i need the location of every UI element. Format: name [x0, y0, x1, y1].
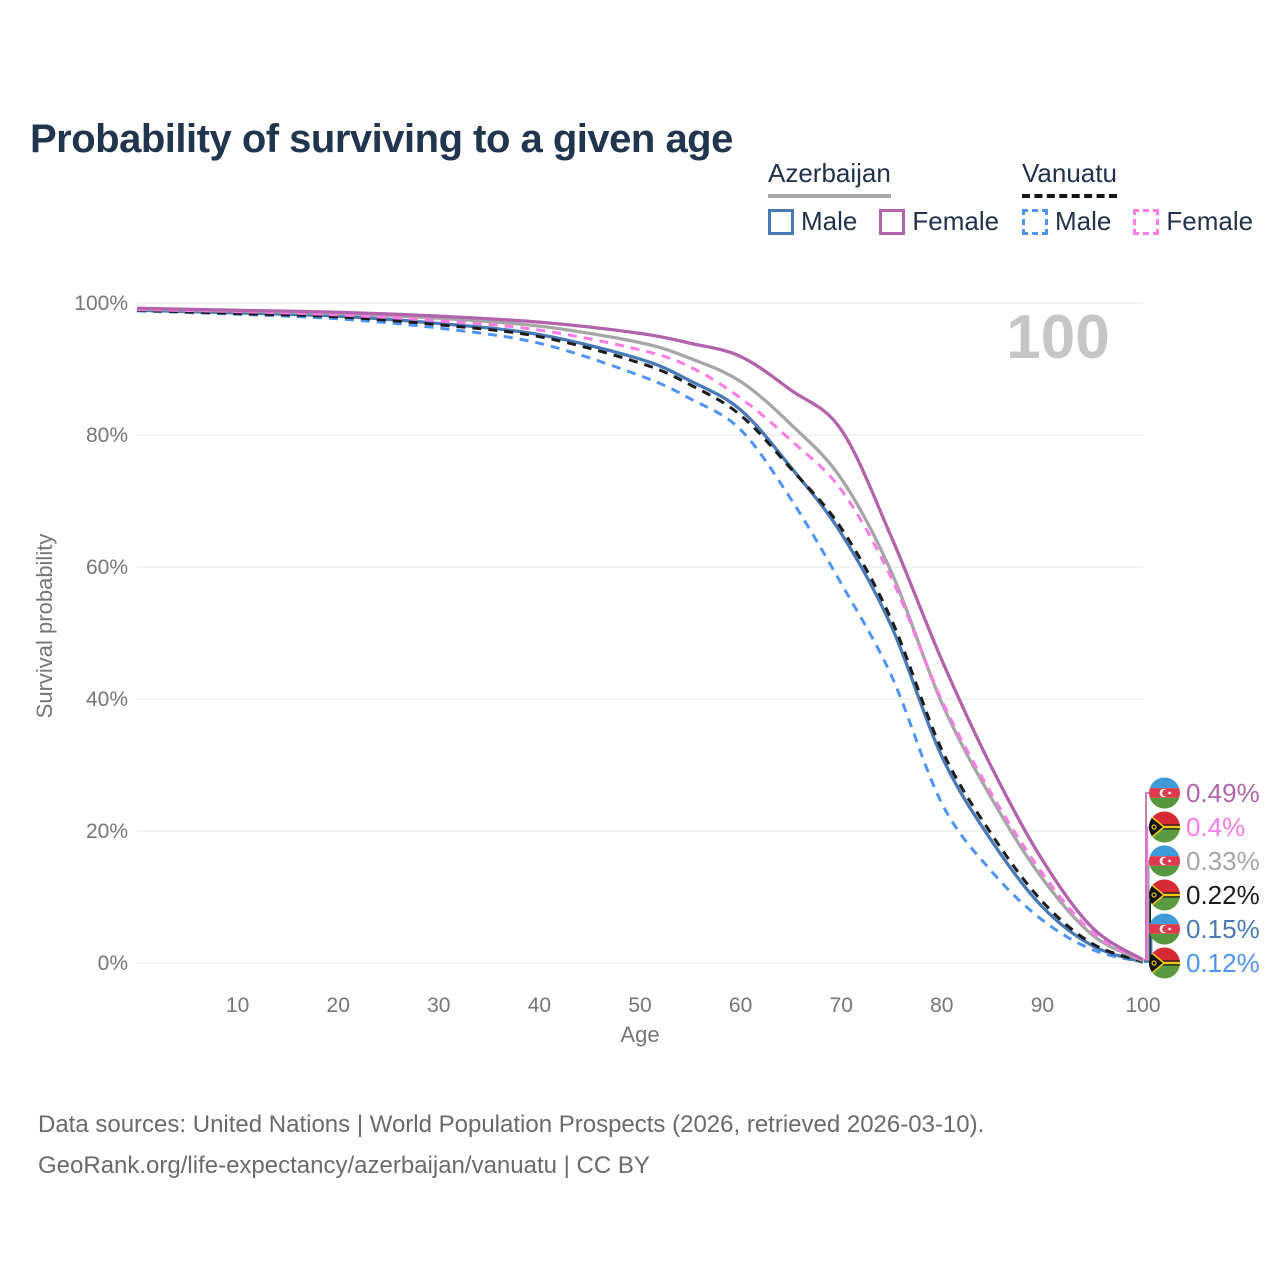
end-label-azerbaijan-male[interactable]: 0.15% — [1149, 914, 1260, 945]
x-tick-label: 40 — [528, 994, 551, 1017]
vanuatu-flag-icon — [1147, 880, 1180, 911]
end-label-value: 0.49% — [1186, 778, 1260, 808]
y-axis-title: Survival probability — [32, 534, 57, 719]
male-solid-swatch-icon — [768, 208, 794, 235]
end-label-value: 0.12% — [1186, 948, 1260, 978]
end-label-value: 0.4% — [1186, 812, 1245, 842]
x-tick-label: 60 — [729, 994, 752, 1017]
series-line-azerbaijan-female[interactable] — [136, 306, 1144, 962]
legend-country-vanuatu[interactable]: Vanuatu — [1022, 158, 1117, 198]
hover-age-watermark: 100 — [1006, 303, 1109, 372]
y-tick-label: 40% — [86, 688, 128, 711]
azerbaijan-flag-icon — [1149, 778, 1180, 809]
series-line-vanuatu-female[interactable] — [136, 308, 1144, 962]
end-label-value: 0.33% — [1186, 846, 1260, 876]
legend-group-vanuatu: Vanuatu Male Female — [1022, 158, 1275, 237]
page-title: Probability of surviving to a given age — [30, 116, 733, 161]
legend-country-azerbaijan[interactable]: Azerbaijan — [768, 158, 891, 198]
vanuatu-flag-icon — [1147, 812, 1180, 843]
line-chart-plot: 0% 20% 40% 60% 80% 100% 10 20 30 40 50 60 70 80 90 100 A… — [32, 292, 1260, 1047]
end-label-vanuatu-female[interactable]: 0.4% — [1147, 812, 1245, 843]
azerbaijan-flag-icon — [1149, 846, 1180, 877]
legend-item-label: Female — [1166, 206, 1254, 236]
y-tick-label: 20% — [86, 820, 128, 843]
x-axis-title: Age — [620, 1022, 659, 1047]
end-label-value: 0.22% — [1186, 880, 1260, 910]
x-tick-label: 80 — [930, 994, 953, 1017]
end-label-value: 0.15% — [1186, 914, 1260, 944]
female-solid-swatch-icon — [879, 208, 906, 235]
y-tick-label: 100% — [74, 292, 128, 315]
legend-item-azerbaijan-female[interactable]: Female — [879, 206, 999, 237]
attribution-text: GeoRank.org/life-expectancy/azerbaijan/v… — [38, 1152, 650, 1179]
end-label-azerbaijan-overall[interactable]: 0.33% — [1149, 846, 1260, 877]
end-label-vanuatu-male[interactable]: 0.12% — [1147, 948, 1260, 979]
data-sources-text: Data sources: United Nations | World Pop… — [38, 1111, 985, 1138]
female-dashed-swatch-icon — [1133, 208, 1160, 235]
legend-item-azerbaijan-male[interactable]: Male — [768, 206, 857, 237]
legend-item-vanuatu-male[interactable]: Male — [1022, 206, 1111, 237]
male-dashed-swatch-icon — [1022, 208, 1048, 235]
legend-item-label: Female — [912, 206, 1000, 236]
series-line-azerbaijan-male[interactable] — [136, 308, 1144, 964]
x-tick-label: 10 — [226, 994, 249, 1017]
y-tick-label: 60% — [86, 556, 128, 579]
series-line-azerbaijan-overall[interactable] — [136, 307, 1144, 963]
x-tick-label: 50 — [628, 994, 651, 1017]
legend-item-label: Male — [801, 206, 858, 236]
end-label-azerbaijan-female[interactable]: 0.49% — [1149, 778, 1260, 809]
x-tick-label: 70 — [830, 994, 853, 1017]
x-tick-label: 20 — [327, 994, 350, 1017]
legend-item-vanuatu-female[interactable]: Female — [1133, 206, 1253, 237]
x-tick-label: 90 — [1031, 994, 1054, 1017]
legend-group-azerbaijan: Azerbaijan Male Female — [768, 158, 1021, 237]
series-line-vanuatu-male[interactable] — [136, 309, 1144, 964]
azerbaijan-flag-icon — [1149, 914, 1180, 945]
x-tick-label: 30 — [427, 994, 450, 1017]
y-tick-label: 80% — [86, 424, 128, 447]
legend-item-label: Male — [1055, 206, 1112, 236]
series-line-vanuatu-overall[interactable] — [136, 308, 1144, 963]
y-tick-label: 0% — [98, 952, 128, 975]
end-label-vanuatu-overall[interactable]: 0.22% — [1147, 880, 1260, 911]
x-tick-label: 100 — [1125, 994, 1160, 1017]
footer: Data sources: United Nations | World Pop… — [38, 1104, 984, 1186]
